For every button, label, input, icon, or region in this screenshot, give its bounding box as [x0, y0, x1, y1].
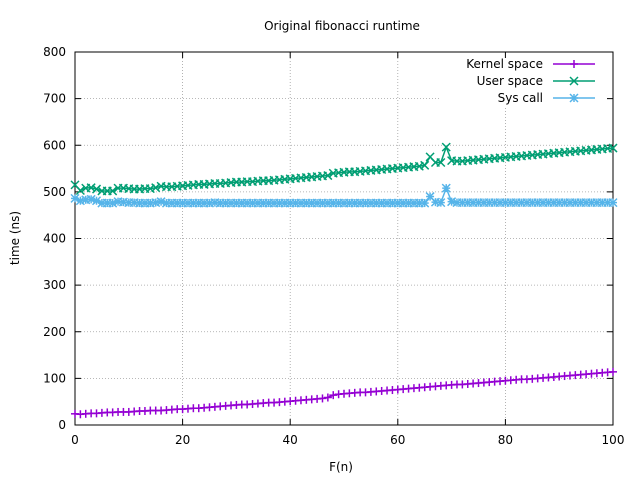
data-point — [151, 183, 161, 193]
data-point — [441, 142, 451, 152]
data-point — [86, 194, 96, 204]
x-tick-label: 20 — [175, 433, 190, 447]
x-tick-label: 60 — [390, 433, 405, 447]
legend-label: Sys call — [498, 91, 543, 105]
x-axis-label: F(n) — [329, 460, 353, 474]
series-layer — [70, 142, 618, 419]
data-point — [108, 186, 118, 196]
data-point — [329, 391, 338, 400]
legend-label: User space — [477, 74, 543, 88]
data-point — [436, 198, 446, 208]
series-user-space — [70, 142, 618, 196]
data-point — [156, 197, 166, 207]
y-tick-label: 500 — [43, 185, 66, 199]
ticks-layer: 0 20 40 60 80 100 0 100 200 300 400 500 600 700 800 — [43, 45, 624, 447]
data-point — [75, 185, 85, 196]
x-tick-label: 40 — [283, 433, 298, 447]
grid-layer — [75, 52, 613, 425]
x-tick-label: 80 — [498, 433, 513, 447]
y-tick-label: 300 — [43, 278, 66, 292]
legend-label: Kernel space — [466, 57, 543, 71]
x-tick-label: 100 — [602, 433, 625, 447]
data-point — [441, 183, 451, 193]
legend-marker — [569, 93, 579, 103]
x-tick-label: 0 — [71, 433, 79, 447]
y-tick-label: 400 — [43, 232, 66, 246]
data-point — [420, 198, 430, 208]
y-tick-label: 100 — [43, 371, 66, 385]
data-point — [436, 157, 446, 168]
data-point — [608, 198, 618, 208]
y-tick-label: 0 — [58, 418, 66, 432]
series-sys-call — [70, 183, 618, 208]
data-point — [323, 171, 333, 181]
y-tick-label: 200 — [43, 325, 66, 339]
y-tick-label: 800 — [43, 45, 66, 59]
y-tick-label: 600 — [43, 138, 66, 152]
y-tick-label: 700 — [43, 92, 66, 106]
plot-frame — [74, 51, 614, 426]
data-point — [318, 394, 327, 403]
series-line — [74, 144, 614, 192]
y-axis-label: time (ns) — [8, 211, 22, 265]
chart-title: Original fibonacci runtime — [264, 19, 420, 33]
data-point — [91, 184, 102, 194]
series-kernel-space — [71, 367, 617, 419]
data-point — [108, 198, 118, 208]
data-point — [420, 160, 430, 170]
legend: Kernel space User space Sys call — [466, 57, 595, 105]
data-point — [323, 393, 332, 402]
data-point — [608, 143, 618, 153]
data-point — [86, 183, 96, 193]
data-point — [609, 367, 617, 376]
legend-marker — [570, 60, 578, 68]
legend-marker — [569, 76, 579, 86]
